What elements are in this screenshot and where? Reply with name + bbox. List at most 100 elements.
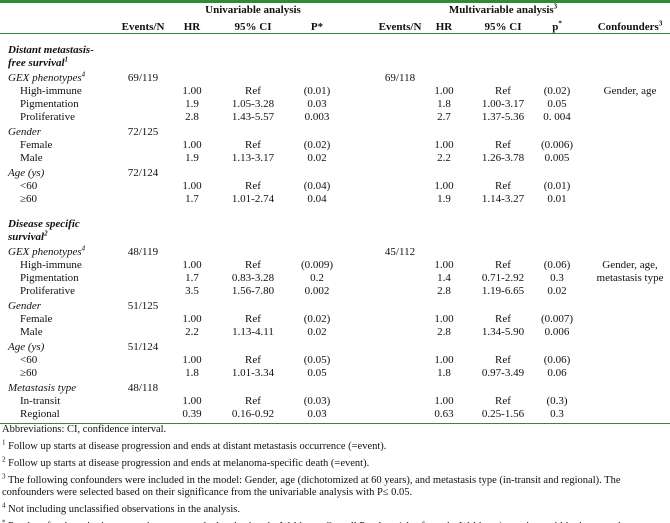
- uni-hr: 1.9: [185, 152, 199, 164]
- footnote: * P-values for the pairwise comparisons …: [2, 519, 667, 523]
- column-header: Events/N: [121, 21, 165, 33]
- uni-hr: 1.00: [182, 313, 202, 325]
- uni-ci: Ref: [245, 395, 261, 407]
- row-label: High-immune: [20, 85, 82, 97]
- uni-ci: Ref: [245, 354, 261, 366]
- footnote: Abbreviations: CI, confidence interval.: [2, 424, 667, 436]
- row-label: High-immune: [20, 259, 82, 271]
- footnote-text: Abbreviations: CI, confidence interval.: [2, 424, 167, 435]
- column-header: Confounders3: [597, 20, 663, 33]
- footnote: 4 Not including unclassified observation…: [2, 501, 667, 516]
- multi-hr: 1.00: [434, 395, 454, 407]
- group-label-text: Gender: [8, 300, 41, 312]
- multi-p: 0.005: [544, 152, 570, 164]
- uni-events: 48/119: [127, 246, 159, 258]
- multi-p: (0.3): [546, 395, 568, 407]
- multi-ci: Ref: [495, 395, 511, 407]
- section-title-sup: 1: [64, 55, 69, 64]
- row-label: Male: [20, 152, 43, 164]
- column-header: p*: [552, 20, 562, 33]
- uni-hr: 1.7: [185, 193, 199, 205]
- multi-ci: 1.26-3.78: [481, 152, 525, 164]
- footnote-marker: 2: [2, 455, 6, 464]
- uni-p: (0.009): [300, 259, 334, 271]
- uni-ci: Ref: [245, 180, 261, 192]
- multi-p: 0.06: [547, 367, 567, 379]
- uni-ci: 0.16-0.92: [231, 408, 275, 420]
- multi-p: (0.007): [540, 313, 574, 325]
- column-header-label: Confounders: [597, 21, 659, 33]
- multi-hr: 1.4: [437, 272, 451, 284]
- row-label: Pigmentation: [20, 98, 79, 110]
- uni-ci: 1.56-7.80: [231, 285, 275, 297]
- section-title: survival2: [8, 229, 48, 243]
- uni-events: 48/118: [127, 382, 159, 394]
- multi-hr: 1.9: [437, 193, 451, 205]
- uni-ci: Ref: [245, 313, 261, 325]
- uni-hr: 1.00: [182, 259, 202, 271]
- footnote: 1 Follow up starts at disease progressio…: [2, 439, 667, 453]
- section-title: Disease specific: [8, 218, 80, 230]
- multi-ci: 0.25-1.56: [481, 408, 525, 420]
- univariable-header: Univariable analysis: [205, 4, 301, 16]
- column-header: Events/N: [378, 21, 422, 33]
- uni-events: 72/125: [127, 126, 159, 138]
- footnote-marker: 4: [2, 501, 6, 510]
- multi-p: 0.02: [547, 285, 567, 297]
- row-label: Proliferative: [20, 111, 75, 123]
- multi-hr: 1.00: [434, 85, 454, 97]
- column-header: HR: [183, 21, 201, 33]
- uni-ci: 1.01-2.74: [231, 193, 275, 205]
- row-label: Regional: [20, 408, 60, 420]
- uni-p: 0.03: [307, 98, 327, 110]
- uni-hr: 2.2: [185, 326, 199, 338]
- row-label: Male: [20, 326, 43, 338]
- bottom-rule: [0, 423, 670, 424]
- uni-p: (0.02): [303, 313, 331, 325]
- multi-ci: Ref: [495, 354, 511, 366]
- group-label: Metastasis type: [8, 382, 76, 394]
- multivariable-header: Multivariable analysis3: [449, 3, 557, 16]
- group-label: Gender: [8, 126, 41, 138]
- footnote: 3 The following confounders were include…: [2, 473, 667, 499]
- group-label-text: GEX phenotypes: [8, 72, 82, 84]
- multi-p: 0. 004: [543, 111, 571, 123]
- multi-p: (0.01): [543, 180, 571, 192]
- group-label-text: Age (ys): [8, 167, 45, 179]
- uni-p: 0.03: [307, 408, 327, 420]
- uni-ci: 0.83-3.28: [231, 272, 275, 284]
- header-rule: [0, 33, 670, 34]
- multi-ci: 1.14-3.27: [481, 193, 525, 205]
- uni-hr: 1.00: [182, 395, 202, 407]
- multi-p: (0.02): [543, 85, 571, 97]
- section-title-text: survival: [8, 231, 45, 243]
- uni-hr: 1.7: [185, 272, 199, 284]
- uni-ci: 1.13-3.17: [231, 152, 275, 164]
- univariable-label: Univariable analysis: [205, 4, 301, 16]
- multi-hr: 0.63: [434, 408, 454, 420]
- footnote: 2 Follow up starts at disease progressio…: [2, 455, 667, 470]
- row-label: ≥60: [20, 193, 38, 205]
- column-header-label: p: [552, 21, 559, 33]
- section-title-sup: 2: [44, 229, 48, 238]
- column-header: HR: [435, 21, 453, 33]
- uni-hr: 1.8: [185, 367, 199, 379]
- multi-hr: 1.00: [434, 139, 454, 151]
- footnotes: Abbreviations: CI, confidence interval. 1…: [2, 424, 667, 523]
- multi-ci: Ref: [495, 313, 511, 325]
- uni-hr: 1.00: [182, 85, 202, 97]
- column-header: P*: [310, 21, 324, 33]
- group-label-text: GEX phenotypes: [8, 246, 82, 258]
- multi-hr: 1.00: [434, 313, 454, 325]
- uni-p: (0.02): [303, 139, 331, 151]
- multi-hr: 2.8: [437, 285, 451, 297]
- multi-p: (0.06): [543, 354, 571, 366]
- uni-p: 0.2: [310, 272, 324, 284]
- multi-hr: 1.00: [434, 180, 454, 192]
- row-label: Female: [20, 139, 53, 151]
- top-rule: [0, 0, 670, 3]
- multi-ci: 1.34-5.90: [481, 326, 525, 338]
- uni-p: (0.04): [303, 180, 331, 192]
- confounders-cell: Gender, age: [603, 85, 657, 97]
